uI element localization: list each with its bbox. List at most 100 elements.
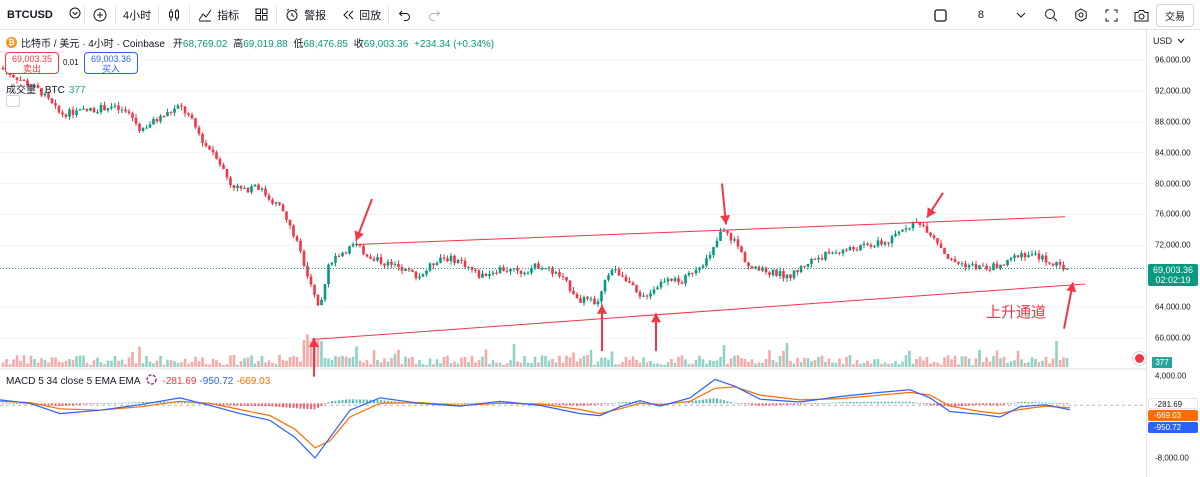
candle-body [715,240,719,247]
candle-body [327,264,330,284]
candle-body [862,243,866,246]
candle-body [78,109,82,111]
volume-bar [222,364,225,367]
layout-button[interactable] [926,0,956,30]
templates-button[interactable] [246,0,276,30]
settings-button[interactable] [1066,0,1096,30]
fullscreen-button[interactable] [1096,0,1126,30]
candle-body [110,106,113,109]
candle-body [194,118,197,128]
volume-bar [985,357,988,367]
volume-bar [201,357,204,367]
volume-bar [1048,363,1051,367]
macd-histogram-bar [51,403,53,406]
interval-button[interactable]: 4小时 [123,9,152,22]
macd-signal-value: -669.03 [236,375,271,387]
macd-histogram-bar [796,403,799,405]
price-tick-label: 92,000.00 [1155,86,1191,96]
macd-histogram-bar [1062,403,1065,405]
macd-histogram-bar [177,401,179,404]
candle-body [852,247,855,250]
macd-histogram-bar [870,401,872,404]
volume-bar [439,363,442,367]
volume-bar [855,359,859,367]
alert-button[interactable]: 警报 [277,0,333,30]
volume-bar [1027,362,1030,367]
quick-search-button[interactable] [1036,0,1066,30]
macd-histogram-bar [93,403,95,405]
candle-body [568,280,572,291]
volume-bar [428,358,432,367]
macd-histogram-bar [628,401,631,404]
macd-histogram-bar [187,402,190,404]
volume-bar [320,341,323,367]
volume-bar [694,360,698,367]
candle-body [106,108,110,111]
chevron-down-icon [1013,7,1029,23]
candle-body [631,282,635,286]
volume-bar [925,356,929,367]
candle-body [460,259,463,261]
us-flag-icon[interactable] [1133,352,1146,365]
currency-selector[interactable]: USD [1153,36,1185,46]
macd-histogram-bar [625,401,627,404]
candle-body [117,105,120,110]
buy-label: 买入 [101,64,120,74]
macd-histogram-bar [614,402,617,404]
replay-button[interactable]: 回放 [333,0,388,30]
change-value: +234.34 (+0.34%) [414,39,495,50]
chart-type-button[interactable] [159,0,189,30]
macd-histogram-bar [803,403,806,405]
candle-body [1030,254,1034,256]
macd-histogram-bar [247,403,249,406]
macd-histogram-bar [985,403,988,406]
macd-histogram-bar [691,400,694,404]
candle-body [932,235,936,239]
sell-button[interactable]: 69,003.35 卖出 [5,52,59,74]
volume-bar [316,340,320,367]
candle-body [796,270,799,273]
symbol-menu-icon[interactable] [69,7,81,22]
layout-count[interactable]: 8 [977,9,984,21]
snapshot-button[interactable] [1126,0,1156,30]
volume-bar [638,362,642,367]
channel-upper-line [354,216,1066,246]
macd-histogram-bar [40,403,43,405]
volume-bar [820,355,824,367]
candle-body [876,240,880,247]
add-symbol-button[interactable] [85,0,115,30]
trade-button[interactable]: 交易 [1156,3,1194,27]
volume-bar [19,360,22,367]
collapse-legend-button[interactable] [6,95,20,107]
undo-button[interactable] [389,0,419,30]
macd-histogram-bar [72,403,74,406]
macd-histogram-bar [866,401,869,404]
volume-bar [5,359,8,367]
redo-button[interactable] [419,0,449,30]
candle-body [1055,261,1058,266]
candle-body [603,279,607,292]
macd-histogram-bar [590,403,592,406]
volume-bar [726,363,729,367]
symbol-search[interactable]: BTCUSD [0,0,84,30]
volume-bar [915,358,918,367]
low-label: 低 [293,39,304,50]
chart-canvas[interactable] [0,30,1146,477]
volume-bar [750,359,754,367]
candle-body [218,158,222,165]
volume-bar [159,355,162,367]
macd-legend: MACD 5 34 close 5 EMA EMA -281.69 -950.7… [6,374,270,388]
volume-bar [789,360,792,367]
indicators-button[interactable]: 指标 [190,0,246,30]
volume-bar [845,356,848,367]
buy-button[interactable]: 69,003.36 买入 [84,52,138,74]
volume-bar [817,356,820,367]
candle-body [719,231,722,241]
candle-body [981,265,985,267]
layout-menu-button[interactable] [1006,0,1036,30]
volume-bar [792,363,796,367]
macd-histogram-bar [817,403,820,405]
candle-body [148,124,152,128]
macd-settings-icon[interactable] [145,374,157,388]
macd-histogram-bar [709,398,711,404]
